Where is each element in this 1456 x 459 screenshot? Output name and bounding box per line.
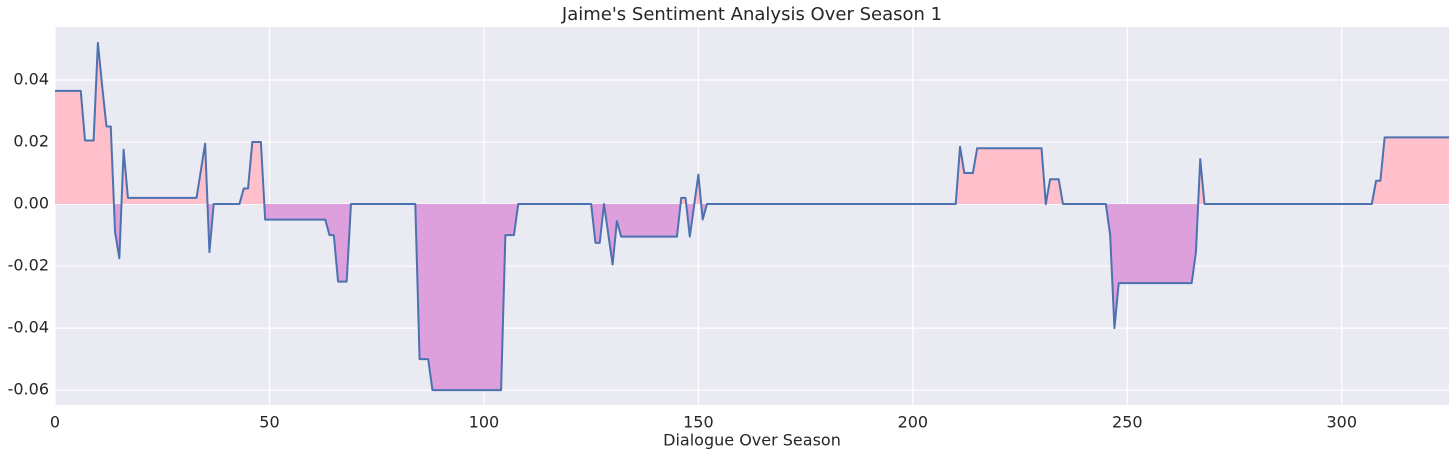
x-tick-label: 200 [898, 413, 929, 432]
x-tick-label: 0 [50, 413, 60, 432]
y-tick-label: 0.02 [13, 132, 49, 151]
y-tick-label: -0.02 [8, 256, 49, 275]
x-tick-label: 100 [469, 413, 500, 432]
x-tick-label: 300 [1326, 413, 1357, 432]
y-tick-label: -0.06 [8, 380, 49, 399]
x-tick-label: 50 [259, 413, 279, 432]
chart-title: Jaime's Sentiment Analysis Over Season 1 [561, 4, 942, 25]
y-tick-label: -0.04 [8, 318, 49, 337]
x-tick-label: 150 [683, 413, 714, 432]
y-tick-label: 0.04 [13, 70, 49, 89]
x-tick-label: 250 [1112, 413, 1143, 432]
y-tick-label: 0.00 [13, 194, 49, 213]
x-axis-label: Dialogue Over Season [663, 431, 841, 450]
line [55, 41, 1449, 392]
